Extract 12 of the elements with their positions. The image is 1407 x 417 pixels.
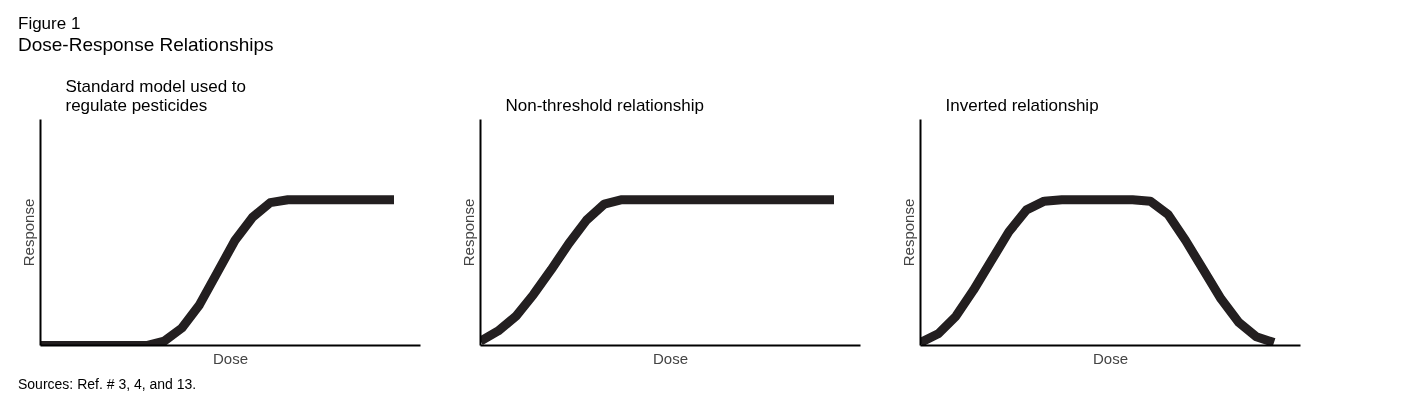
text: Dose-Response Relationships	[18, 34, 274, 58]
y-axis-title: Response	[459, 198, 477, 267]
chart-title: Non-threshold relationship	[505, 95, 704, 115]
y-axis-title: Response	[19, 198, 37, 267]
chart-title: Inverted relationship	[945, 95, 1099, 115]
chart-title: Standard model used to regulate pesticides	[65, 76, 247, 115]
caption: Figure 1	[18, 14, 82, 35]
y-axis-title: Response	[899, 198, 917, 267]
source-note: Sources: Ref. # 3, 4, and 13.	[18, 375, 197, 394]
x-axis-title: Dose	[652, 349, 689, 367]
x-axis-title: Dose	[212, 349, 249, 367]
x-axis-title: Dose	[1092, 349, 1129, 367]
